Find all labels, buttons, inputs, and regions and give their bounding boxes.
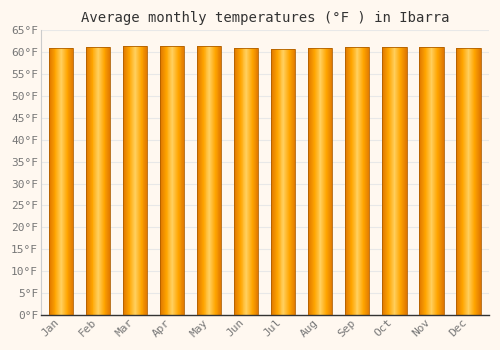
Bar: [124, 46, 148, 315]
Bar: [382, 47, 406, 315]
Bar: [272, 49, 295, 315]
Bar: [49, 48, 74, 315]
Bar: [198, 46, 222, 315]
Bar: [346, 47, 370, 315]
Bar: [160, 46, 184, 315]
Bar: [86, 47, 110, 315]
Bar: [308, 48, 332, 315]
Title: Average monthly temperatures (°F ) in Ibarra: Average monthly temperatures (°F ) in Ib…: [80, 11, 449, 25]
Bar: [420, 47, 444, 315]
Bar: [456, 48, 480, 315]
Bar: [234, 48, 258, 315]
